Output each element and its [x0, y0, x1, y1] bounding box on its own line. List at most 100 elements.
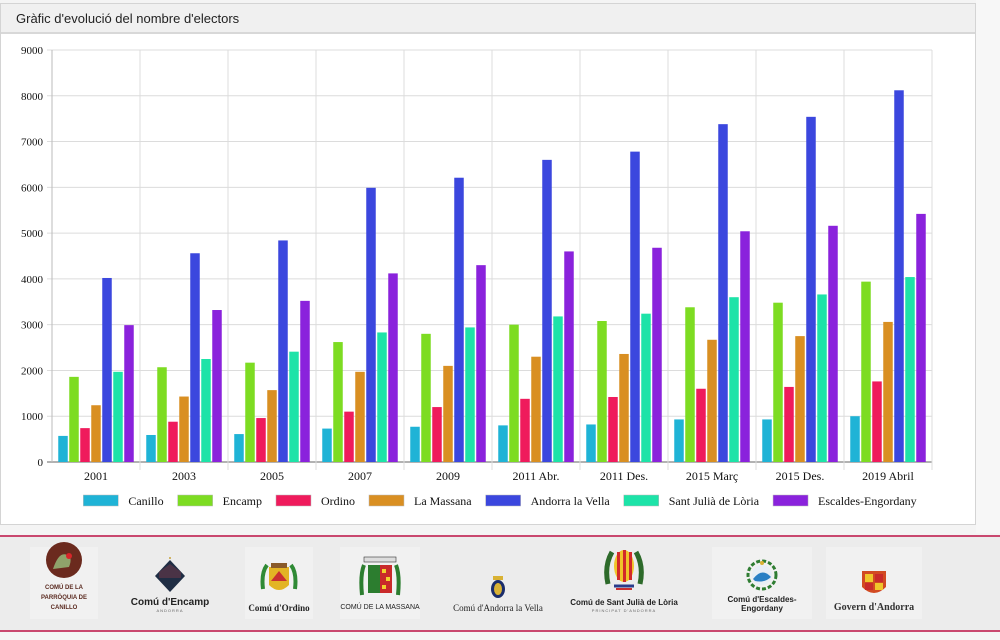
y-tick-label: 2000	[21, 365, 44, 377]
la-massana-emblem-icon	[359, 556, 401, 596]
bar-sant-juli-de-l-ria	[377, 332, 387, 462]
municipality-logos-bar: COMÚ DE LA PARRÒQUIA DE CANILLO Comú d'E…	[0, 535, 1000, 632]
legend-label: Sant Julià de Lòria	[669, 494, 760, 508]
x-tick-label: 2009	[436, 469, 460, 483]
bar-la-massana	[179, 396, 189, 462]
bar-la-massana	[707, 339, 717, 462]
bar-encamp	[157, 367, 167, 462]
encamp-emblem-icon	[155, 557, 185, 592]
logo-govern-d-andorra[interactable]: Govern d'Andorra	[826, 547, 922, 619]
x-tick-label: 2011 Des.	[600, 469, 648, 483]
logo-canillo[interactable]: COMÚ DE LA PARRÒQUIA DE CANILLO	[30, 542, 98, 619]
y-tick-label: 3000	[21, 320, 44, 332]
bar-sant-juli-de-l-ria	[113, 371, 123, 462]
bar-escaldes-engordany	[388, 273, 398, 462]
page-bottom	[0, 632, 1000, 640]
bar-encamp	[773, 302, 783, 462]
logo-label: Comú d'Encamp	[130, 597, 210, 608]
bar-ordino	[344, 411, 354, 462]
x-tick-label: 2011 Abr.	[513, 469, 560, 483]
legend-swatch	[368, 494, 405, 507]
x-tick-label: 2015 Març	[686, 469, 738, 483]
bar-canillo	[322, 428, 332, 462]
bar-escaldes-engordany	[564, 251, 574, 462]
bar-sant-juli-de-l-ria	[641, 313, 651, 462]
legend-swatch	[623, 494, 659, 507]
bar-sant-juli-de-l-ria	[817, 294, 827, 462]
bar-ordino	[784, 386, 794, 462]
logo-escaldes-engordany[interactable]: Comú d'Escaldes-Engordany	[712, 547, 812, 619]
logo-ordino[interactable]: Comú d'Ordino	[245, 547, 313, 619]
legend-swatch	[485, 494, 521, 507]
y-tick-label: 1000	[21, 411, 44, 423]
bar-la-massana	[619, 353, 629, 462]
bar-sant-juli-de-l-ria	[729, 297, 739, 462]
x-tick-label: 2015 Des.	[776, 469, 825, 483]
y-tick-label: 9000	[21, 45, 44, 57]
x-tick-label: 2007	[348, 469, 372, 483]
logo-la-massana[interactable]: COMÚ DE LA MASSANA	[340, 547, 420, 619]
bar-escaldes-engordany	[916, 213, 926, 462]
bar-andorra-la-vella	[630, 151, 640, 463]
legend-swatch	[772, 494, 809, 507]
bar-escaldes-engordany	[740, 231, 750, 462]
bar-ordino	[608, 396, 618, 462]
bar-encamp	[861, 281, 871, 462]
bar-escaldes-engordany	[652, 247, 662, 462]
logo-sublabel: PRINCIPAT D'ANDORRA	[591, 608, 657, 613]
bar-canillo	[410, 426, 420, 462]
logo-label: Comú d'Escaldes-Engordany	[727, 595, 797, 613]
legend-label: La Massana	[414, 494, 472, 508]
bar-encamp	[685, 307, 695, 462]
x-tick-label: 2001	[84, 469, 108, 483]
bar-canillo	[58, 435, 68, 462]
y-tick-label: 6000	[21, 182, 44, 194]
bar-ordino	[432, 407, 442, 462]
bar-andorra-la-vella	[102, 277, 112, 462]
logo-sublabel: ANDORRA	[156, 608, 184, 613]
x-tick-label: 2019 Abril	[862, 469, 914, 483]
bar-andorra-la-vella	[806, 116, 816, 462]
logo-label: Comú d'Ordino	[248, 603, 310, 613]
bar-ordino	[256, 418, 266, 462]
bar-la-massana	[267, 390, 277, 462]
govern-andorra-emblem-icon	[862, 571, 886, 593]
bar-escaldes-engordany	[828, 225, 838, 462]
bar-canillo	[850, 416, 860, 462]
bar-la-massana	[91, 405, 101, 462]
bar-la-massana	[795, 336, 805, 462]
bar-ordino	[872, 381, 882, 462]
x-tick-label: 2005	[260, 469, 284, 483]
bar-sant-juli-de-l-ria	[465, 327, 475, 462]
y-tick-label: 8000	[21, 91, 44, 103]
logo-label: Govern d'Andorra	[833, 602, 915, 613]
bar-andorra-la-vella	[454, 177, 464, 462]
bar-encamp	[509, 324, 519, 462]
legend-label: Encamp	[223, 494, 262, 508]
legend-label: Canillo	[128, 494, 163, 508]
canillo-emblem-icon	[46, 542, 82, 578]
bar-la-massana	[355, 371, 365, 462]
sant-julia-emblem-icon	[604, 550, 644, 590]
logo-sant-julia-de-loria[interactable]: Comú de Sant Julià de Lòria PRINCIPAT D'…	[568, 547, 680, 619]
panel-title: Gràfic d'evolució del nombre d'electors	[1, 4, 975, 34]
bar-ordino	[520, 398, 530, 462]
logo-andorra-la-vella[interactable]: Comú d'Andorra la Vella	[450, 547, 546, 619]
logo-label: COMÚ DE LA MASSANA	[340, 604, 420, 611]
y-tick-label: 4000	[21, 274, 44, 286]
x-tick-label: 2003	[172, 469, 196, 483]
bar-encamp	[69, 376, 79, 462]
logo-encamp[interactable]: Comú d'Encamp ANDORRA	[130, 547, 210, 619]
electors-bar-chart: 0 1000 2000 3000 4000 5000 6000 7000 8000 9000 200…	[21, 45, 933, 508]
legend-label: Andorra la Vella	[531, 494, 611, 508]
legend-swatch	[83, 494, 119, 507]
bar-andorra-la-vella	[278, 240, 288, 462]
bar-canillo	[762, 419, 772, 462]
bar-la-massana	[443, 365, 453, 462]
bar-andorra-la-vella	[894, 90, 904, 462]
bar-encamp	[333, 342, 343, 462]
escaldes-engordany-emblem-icon	[746, 559, 778, 591]
logo-label: COMÚ DE LA PARRÒQUIA DE CANILLO	[40, 585, 87, 611]
bar-encamp	[421, 333, 431, 462]
bar-andorra-la-vella	[542, 159, 552, 462]
